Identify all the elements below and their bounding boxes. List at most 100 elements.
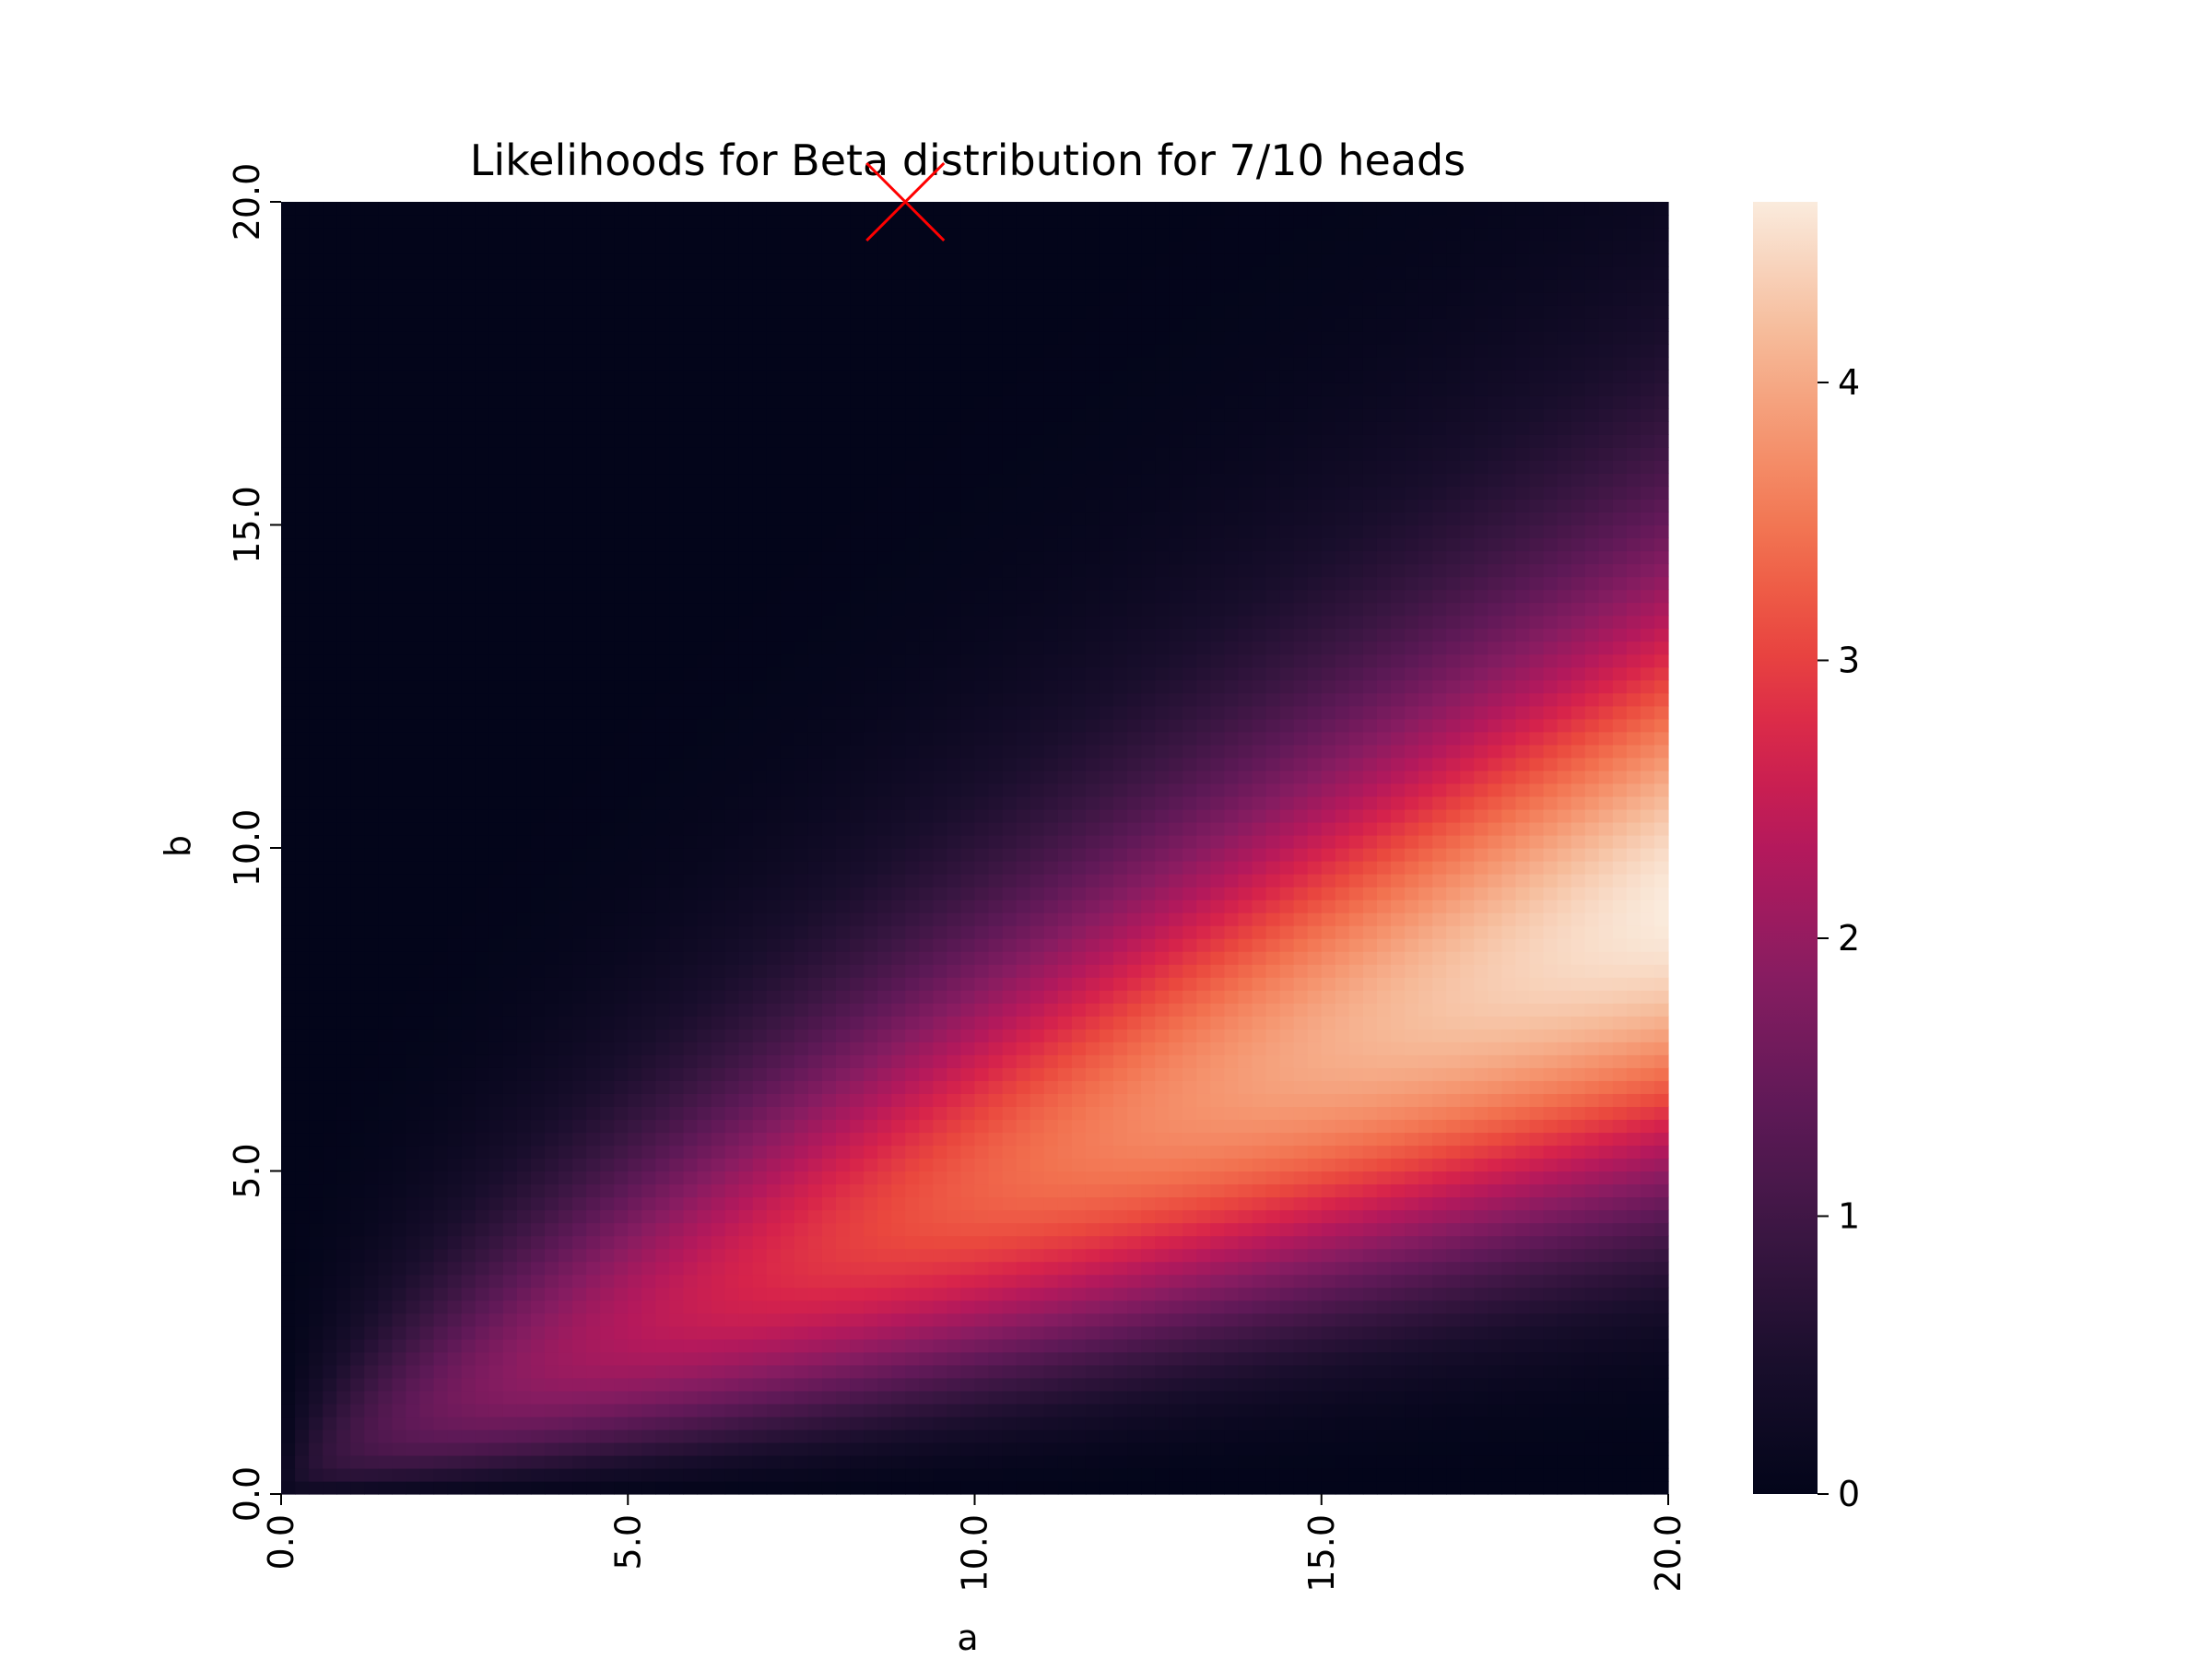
heatmap-cell (392, 1480, 407, 1495)
heatmap-cell (1529, 1016, 1545, 1030)
heatmap-cell (350, 977, 365, 991)
heatmap-cell (697, 1300, 712, 1314)
heatmap-cell (1238, 1119, 1253, 1134)
heatmap-cell (1141, 990, 1156, 1004)
heatmap-cell (544, 1274, 559, 1288)
heatmap-cell (1446, 1093, 1461, 1107)
heatmap-cell (1362, 1416, 1378, 1430)
heatmap-cell (1376, 1377, 1392, 1392)
heatmap-cell (559, 1274, 573, 1288)
heatmap-cell (1238, 1351, 1253, 1366)
heatmap-cell (1224, 1171, 1240, 1185)
heatmap-cell (516, 1261, 532, 1276)
heatmap-cell (1653, 1325, 1669, 1340)
heatmap-cell (350, 1222, 365, 1237)
heatmap-cell (794, 1132, 809, 1147)
heatmap-cell (614, 1209, 629, 1224)
heatmap-cell (1653, 887, 1669, 900)
heatmap-cell (1169, 1171, 1183, 1185)
heatmap-cell (1127, 1196, 1142, 1211)
heatmap-cell (933, 1119, 947, 1134)
heatmap-cell (1252, 925, 1267, 939)
heatmap-cell (1474, 887, 1488, 900)
heatmap-cell (1391, 1377, 1406, 1392)
heatmap-cell (1127, 887, 1142, 900)
heatmap-cell (1391, 925, 1406, 939)
heatmap-cell (1265, 938, 1281, 952)
heatmap-cell (1584, 1364, 1600, 1379)
heatmap-cell (1071, 1080, 1087, 1094)
heatmap-cell (364, 1480, 379, 1495)
heatmap-cell (724, 1119, 740, 1134)
heatmap-cell (1238, 1183, 1253, 1198)
heatmap-cell (530, 861, 546, 875)
heatmap-cell (905, 848, 920, 862)
heatmap-cell (1391, 848, 1406, 862)
heatmap-cell (724, 1441, 740, 1456)
heatmap-cell (1016, 1106, 1031, 1121)
heatmap-cell (1335, 1016, 1350, 1030)
heatmap-cell (614, 1067, 629, 1081)
heatmap-cell (1612, 1196, 1628, 1211)
heatmap-cell (502, 887, 518, 900)
heatmap-cell (683, 1403, 699, 1418)
heatmap-cell (530, 1480, 546, 1495)
heatmap-cell (419, 1119, 435, 1134)
heatmap-cell (1293, 900, 1309, 913)
heatmap-cell (1529, 1093, 1545, 1107)
heatmap-cell (614, 964, 629, 978)
heatmap-cell (1155, 1338, 1170, 1353)
heatmap-cell (1362, 1429, 1378, 1443)
heatmap-cell (544, 1196, 559, 1211)
heatmap-cell (641, 1454, 656, 1469)
heatmap-cell (1640, 951, 1655, 965)
heatmap-cell (1030, 1158, 1045, 1172)
heatmap-cell (794, 887, 809, 900)
heatmap-cell (877, 1312, 892, 1327)
heatmap-cell (614, 1248, 629, 1263)
heatmap-cell (1598, 1377, 1614, 1392)
heatmap-cell (766, 1312, 782, 1327)
heatmap-cell (447, 1209, 463, 1224)
heatmap-cell (378, 1454, 393, 1469)
heatmap-cell (1362, 1119, 1378, 1134)
heatmap-cell (919, 1441, 934, 1456)
heatmap-cell (1252, 1235, 1267, 1250)
heatmap-cell (1182, 1196, 1197, 1211)
heatmap-cell (697, 861, 712, 875)
heatmap-cell (766, 1441, 782, 1456)
heatmap-cell (295, 900, 310, 913)
heatmap-cell (1252, 1429, 1267, 1443)
heatmap-cell (419, 848, 435, 862)
heatmap-cell (960, 1132, 976, 1147)
heatmap-cell (350, 1183, 365, 1198)
heatmap-cell (738, 1287, 754, 1301)
heatmap-cell (559, 1454, 573, 1469)
heatmap-cell (1127, 1480, 1142, 1495)
heatmap-cell (572, 1300, 587, 1314)
heatmap-cell (1529, 1441, 1545, 1456)
heatmap-cell (891, 1274, 906, 1288)
heatmap-cell (1127, 861, 1142, 875)
heatmap-cell (1515, 1080, 1531, 1094)
heatmap-cell (323, 977, 337, 991)
heatmap-cell (655, 1171, 670, 1185)
heatmap-cell (947, 887, 962, 900)
heatmap-cell (905, 1003, 920, 1017)
heatmap-cell (433, 900, 449, 913)
heatmap-cell (1584, 1016, 1600, 1030)
heatmap-cell (461, 1403, 477, 1418)
heatmap-cell (850, 1003, 865, 1017)
heatmap-cell (614, 1080, 629, 1094)
heatmap-cell (683, 1338, 699, 1353)
heatmap-cell (1335, 1209, 1350, 1224)
heatmap-cell (281, 1041, 296, 1055)
heatmap-cell (807, 1248, 823, 1263)
heatmap-cell (1488, 990, 1502, 1004)
heatmap-cell (960, 1300, 976, 1314)
heatmap-cell (1099, 1454, 1114, 1469)
heatmap-cell (891, 1325, 906, 1340)
heatmap-cell (364, 1235, 379, 1250)
heatmap-cell (947, 1171, 962, 1185)
heatmap-cell (821, 1312, 837, 1327)
